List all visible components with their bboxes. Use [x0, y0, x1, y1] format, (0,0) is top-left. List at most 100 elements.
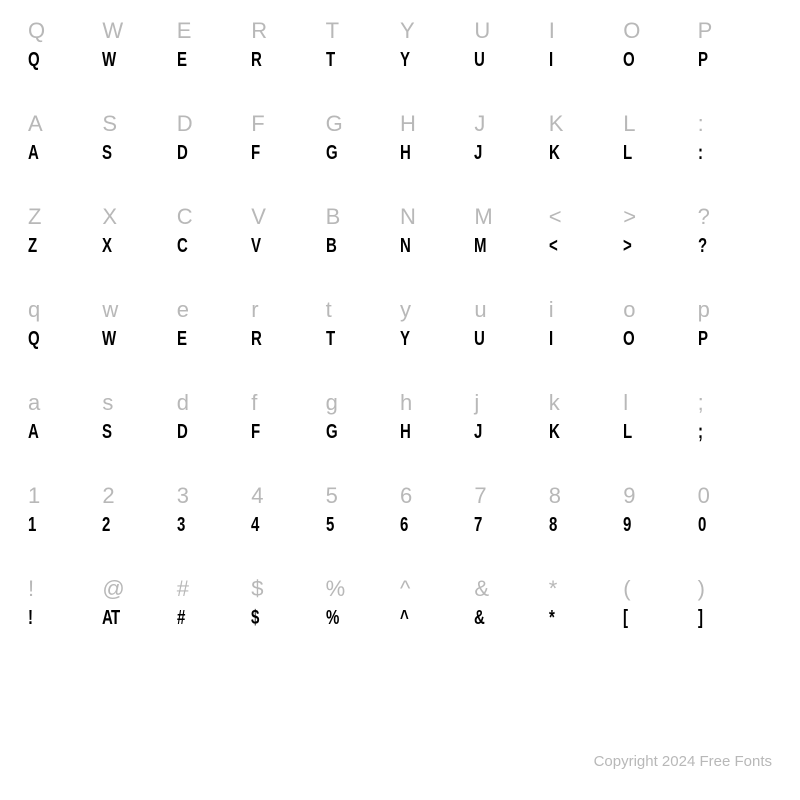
font-glyph: 6 — [400, 515, 408, 535]
font-glyph: Y — [400, 50, 409, 70]
font-glyph: P — [698, 329, 707, 349]
glyph-cell: $$ — [251, 578, 325, 671]
glyph-cell: >> — [623, 206, 697, 299]
font-glyph: ] — [698, 608, 702, 628]
reference-char: % — [326, 578, 346, 608]
font-glyph: K — [549, 422, 559, 442]
glyph-cell: ;; — [698, 392, 772, 485]
font-glyph: I — [549, 329, 552, 349]
reference-char: 4 — [251, 485, 263, 515]
glyph-cell: uU — [474, 299, 548, 392]
font-glyph: Y — [400, 329, 409, 349]
reference-char: ( — [623, 578, 630, 608]
glyph-cell: XX — [102, 206, 176, 299]
glyph-cell: FF — [251, 113, 325, 206]
font-glyph: N — [400, 236, 410, 256]
glyph-cell: TT — [326, 20, 400, 113]
reference-char: 6 — [400, 485, 412, 515]
reference-char: R — [251, 20, 267, 50]
glyph-cell: OO — [623, 20, 697, 113]
font-glyph: H — [400, 143, 410, 163]
reference-char: A — [28, 113, 43, 143]
glyph-cell: JJ — [474, 113, 548, 206]
glyph-cell: << — [549, 206, 623, 299]
glyph-cell: pP — [698, 299, 772, 392]
glyph-cell: ZZ — [28, 206, 102, 299]
reference-char: 5 — [326, 485, 338, 515]
font-glyph: & — [474, 608, 484, 628]
glyph-cell: yY — [400, 299, 474, 392]
glyph-cell: hH — [400, 392, 474, 485]
glyph-cell: )] — [698, 578, 772, 671]
font-glyph: [ — [623, 608, 627, 628]
glyph-cell: 99 — [623, 485, 697, 578]
font-glyph: O — [623, 50, 634, 70]
font-glyph: ! — [28, 608, 32, 628]
reference-char: O — [623, 20, 640, 50]
glyph-cell: 55 — [326, 485, 400, 578]
reference-char: F — [251, 113, 264, 143]
reference-char: V — [251, 206, 266, 236]
font-glyph: L — [623, 143, 631, 163]
glyph-cell: :: — [698, 113, 772, 206]
reference-char: $ — [251, 578, 263, 608]
glyph-cell: NN — [400, 206, 474, 299]
font-glyph: ; — [698, 422, 702, 442]
reference-char: U — [474, 20, 490, 50]
reference-char: ; — [698, 392, 704, 422]
reference-char: I — [549, 20, 555, 50]
reference-char: D — [177, 113, 193, 143]
reference-char: q — [28, 299, 40, 329]
reference-char: w — [102, 299, 118, 329]
font-glyph: D — [177, 422, 187, 442]
reference-char: y — [400, 299, 411, 329]
font-glyph: 3 — [177, 515, 185, 535]
glyph-cell: gG — [326, 392, 400, 485]
reference-char: G — [326, 113, 343, 143]
reference-char: X — [102, 206, 117, 236]
glyph-cell: GG — [326, 113, 400, 206]
font-glyph: S — [102, 143, 111, 163]
glyph-cell: && — [474, 578, 548, 671]
glyph-cell: fF — [251, 392, 325, 485]
glyph-cell: ^^ — [400, 578, 474, 671]
reference-char: N — [400, 206, 416, 236]
font-glyph: # — [177, 608, 185, 628]
reference-char: K — [549, 113, 564, 143]
glyph-cell: @AT — [102, 578, 176, 671]
font-glyph: C — [177, 236, 187, 256]
font-glyph: M — [474, 236, 486, 256]
glyph-cell: wW — [102, 299, 176, 392]
font-glyph: AT — [102, 608, 119, 628]
reference-char: g — [326, 392, 338, 422]
font-glyph: : — [698, 143, 702, 163]
reference-char: d — [177, 392, 189, 422]
font-glyph: > — [623, 236, 631, 256]
font-glyph: 5 — [326, 515, 334, 535]
glyph-cell: rR — [251, 299, 325, 392]
font-glyph: Q — [28, 329, 39, 349]
glyph-cell: 22 — [102, 485, 176, 578]
font-glyph: H — [400, 422, 410, 442]
font-glyph: W — [102, 50, 115, 70]
glyph-cell: HH — [400, 113, 474, 206]
glyph-cell: EE — [177, 20, 251, 113]
font-glyph: ? — [698, 236, 706, 256]
reference-char: < — [549, 206, 562, 236]
font-glyph: J — [474, 143, 482, 163]
font-glyph: X — [102, 236, 111, 256]
font-glyph: Z — [28, 236, 36, 256]
glyph-cell: kK — [549, 392, 623, 485]
glyph-cell: aA — [28, 392, 102, 485]
font-glyph: ^ — [400, 608, 408, 628]
glyph-cell: ** — [549, 578, 623, 671]
glyph-cell: RR — [251, 20, 325, 113]
glyph-cell: 44 — [251, 485, 325, 578]
reference-char: o — [623, 299, 635, 329]
character-map-grid: QQWWEERRTTYYUUIIOOPPAASSDDFFGGHHJJKKLL::… — [28, 20, 772, 671]
glyph-cell: tT — [326, 299, 400, 392]
glyph-cell: VV — [251, 206, 325, 299]
font-glyph: R — [251, 329, 261, 349]
font-glyph: A — [28, 143, 38, 163]
glyph-cell: iI — [549, 299, 623, 392]
